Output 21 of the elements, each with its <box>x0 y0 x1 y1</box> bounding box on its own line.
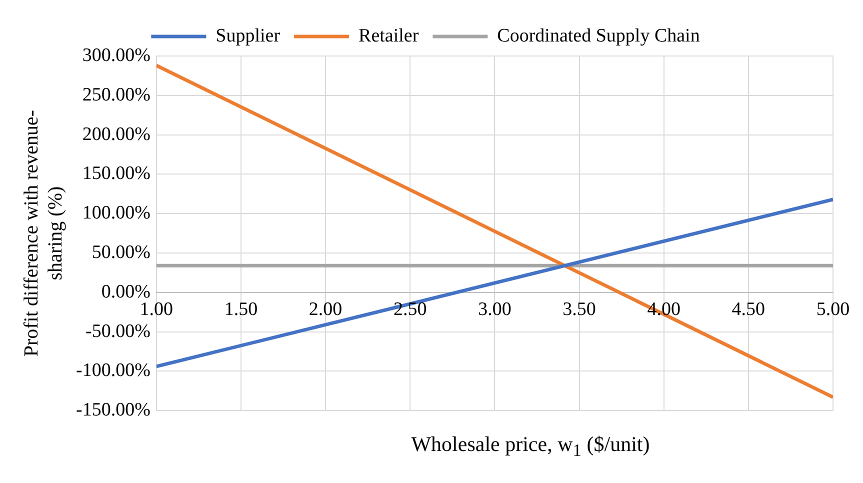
x-tick-label: 1.50 <box>224 298 258 320</box>
x-tick-label: 2.00 <box>308 298 342 320</box>
y-tick-label: -50.00% <box>86 320 151 342</box>
y-tick-label: -150.00% <box>76 400 151 421</box>
legend-label: Retailer <box>358 25 420 46</box>
legend-label: Coordinated Supply Chain <box>497 25 700 46</box>
y-tick-label: 250.00% <box>82 84 151 106</box>
y-tick-label: 200.00% <box>82 124 151 145</box>
y-tick-label: 50.00% <box>92 242 151 263</box>
y-tick-label: 150.00% <box>82 163 151 184</box>
y-tick-label: 100.00% <box>82 202 151 224</box>
x-axis-title: Wholesale price, w$_{1}$ ($/unit) <box>410 432 651 462</box>
x-tick-label: 3.50 <box>562 298 596 320</box>
x-tick-label: 2.50 <box>394 298 427 320</box>
x-tick-label: 3.00 <box>478 298 512 320</box>
x-tick-label: 5.00 <box>816 298 850 320</box>
y-tick-label: 300.00% <box>82 44 151 66</box>
y-tick-label: -100.00% <box>76 360 151 382</box>
legend-label: Supplier <box>216 25 281 46</box>
y-axis-title: Profit difference with revenue-sharing (%) <box>20 110 66 357</box>
x-tick-label: 4.50 <box>732 298 766 320</box>
